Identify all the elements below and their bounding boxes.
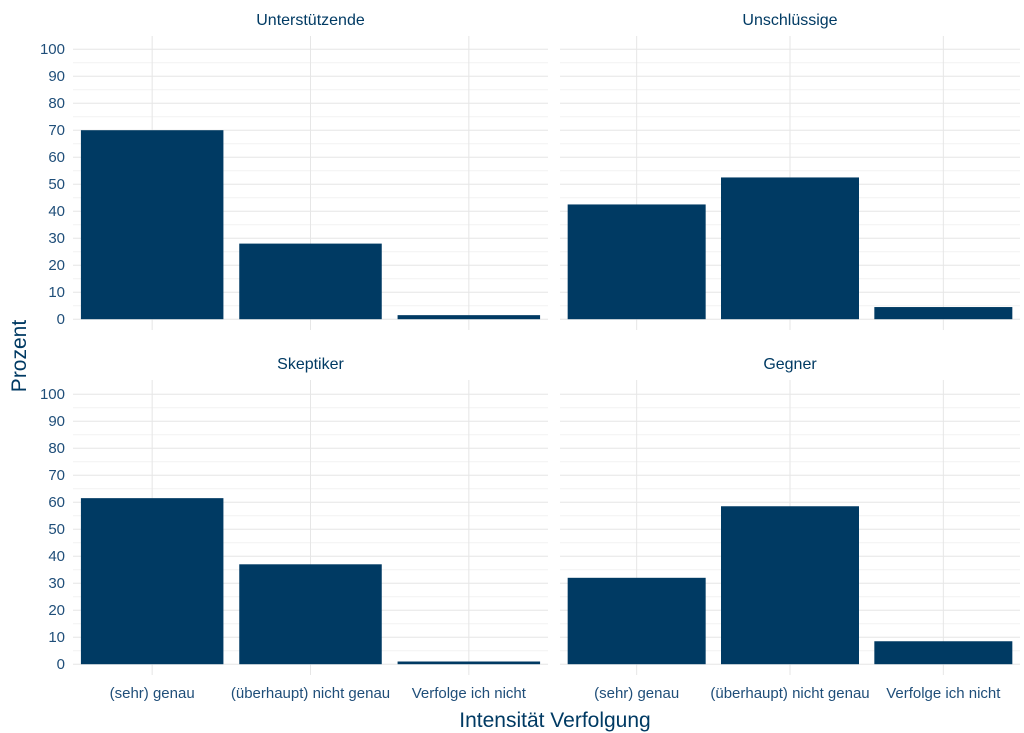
bar-2 — [239, 564, 382, 665]
y-tick-label: 50 — [48, 176, 65, 193]
y-tick-label: 30 — [48, 230, 65, 247]
facet-title: Unschlüssige — [742, 12, 837, 29]
bar-2 — [239, 243, 382, 320]
bar-3 — [874, 641, 1013, 665]
y-tick-label: 80 — [48, 440, 65, 457]
y-tick-label: 0 — [57, 656, 65, 673]
y-tick-label: 90 — [48, 413, 65, 430]
y-tick-label: 50 — [48, 521, 65, 538]
bar-1 — [567, 204, 706, 320]
bar-3 — [397, 315, 541, 320]
x-tick-label: Verfolge ich nicht — [412, 685, 527, 702]
facet-panel-2: Unschlüssige — [560, 12, 1020, 330]
y-tick-label: 30 — [48, 575, 65, 592]
x-tick-label: (überhaupt) nicht genau — [231, 685, 390, 702]
x-tick-label: (überhaupt) nicht genau — [710, 685, 869, 702]
y-tick-label: 20 — [48, 602, 65, 619]
facet-title: Unterstützende — [256, 12, 365, 29]
bar-3 — [397, 661, 541, 665]
facet-panel-3: Skeptiker 0 10 20 30 40 50 60 70 80 90 100 (sehr) ge… — [40, 356, 548, 702]
panels-layer: Unterstützende0102030405060708090100Unsc… — [40, 12, 1020, 702]
bar-2 — [721, 506, 859, 665]
y-tick-label: 100 — [40, 386, 65, 403]
y-tick-label: 60 — [48, 494, 65, 511]
y-tick-label: 70 — [48, 122, 65, 139]
bar-1 — [80, 130, 224, 320]
y-tick-label: 40 — [48, 203, 65, 220]
bar-2 — [721, 177, 859, 320]
x-tick-label: (sehr) genau — [110, 685, 195, 702]
bar-1 — [567, 577, 706, 665]
y-tick-label: 0 — [57, 311, 65, 328]
y-tick-label: 10 — [48, 284, 65, 301]
y-tick-label: 70 — [48, 467, 65, 484]
facet-panel-4: Gegner (sehr) genau (überhaupt) nicht gena… — [560, 356, 1020, 702]
facet-title: Gegner — [763, 356, 817, 373]
facet-panel-1: Unterstützende 0 10 20 30 40 50 60 70 80 90 100 — [40, 12, 548, 330]
bar-1 — [80, 498, 224, 665]
y-tick-label: 90 — [48, 68, 65, 85]
y-tick-label: 10 — [48, 629, 65, 646]
facet-title: Skeptiker — [277, 356, 344, 373]
x-axis-title: Intensität Verfolgung — [459, 709, 650, 732]
y-tick-label: 20 — [48, 257, 65, 274]
y-tick-label: 80 — [48, 95, 65, 112]
x-tick-label: (sehr) genau — [594, 685, 679, 702]
y-axis-title: Prozent — [8, 320, 31, 393]
x-tick-label: Verfolge ich nicht — [886, 685, 1001, 702]
bar-3 — [874, 307, 1013, 320]
y-tick-label: 40 — [48, 548, 65, 565]
y-tick-label: 100 — [40, 41, 65, 58]
y-tick-label: 60 — [48, 149, 65, 166]
